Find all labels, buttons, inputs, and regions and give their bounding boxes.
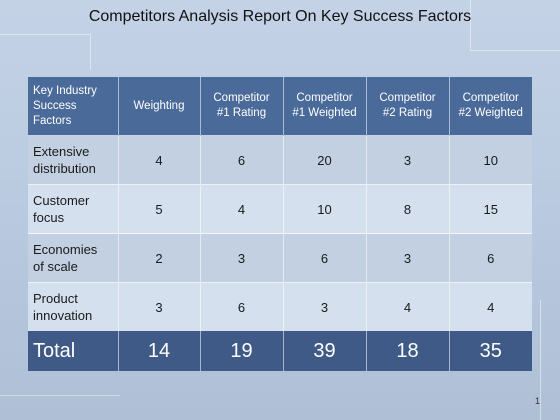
factor-cell: Economies of scale <box>28 233 119 283</box>
success-factors-table: Key Industry Success Factors Weighting C… <box>28 77 532 371</box>
c1-rating-cell: 6 <box>200 282 284 331</box>
table-row: Extensive distribution 4 6 20 3 10 <box>28 135 532 185</box>
factor-line: Extensive <box>33 144 90 159</box>
total-c1-rating: 19 <box>200 331 284 371</box>
decor-line <box>0 34 90 35</box>
decor-line <box>0 395 120 396</box>
total-c1-weighted: 39 <box>283 331 367 371</box>
header-line: #1 Rating <box>216 107 267 119</box>
total-row: Total 14 19 39 18 35 <box>28 331 532 371</box>
header-c2-rating: Competitor #2 Rating <box>366 77 450 136</box>
factor-cell: Product innovation <box>28 282 119 331</box>
c2-rating-cell: 3 <box>366 135 450 185</box>
c2-rating-cell: 8 <box>366 184 450 234</box>
total-c2-rating: 18 <box>366 331 450 371</box>
header-c1-rating: Competitor #1 Rating <box>200 77 284 136</box>
weighting-cell: 2 <box>118 233 201 283</box>
weighting-cell: 4 <box>118 135 201 185</box>
decor-line <box>540 300 541 420</box>
c1-rating-cell: 6 <box>200 135 284 185</box>
factor-cell: Extensive distribution <box>28 135 119 185</box>
decor-line <box>90 34 91 70</box>
header-line: Competitor <box>213 92 270 104</box>
header-c2-weighted: Competitor #2 Weighted <box>449 77 532 136</box>
table-row: Economies of scale 2 3 6 3 6 <box>28 233 532 283</box>
header-row: Key Industry Success Factors Weighting C… <box>28 77 532 136</box>
c2-weighted-cell: 6 <box>449 233 532 283</box>
header-line: #2 Rating <box>382 107 433 119</box>
factor-line: Economies <box>33 242 98 257</box>
header-c1-weighted: Competitor #1 Weighted <box>283 77 367 136</box>
factor-line: Product <box>33 291 78 306</box>
c1-rating-cell: 4 <box>200 184 284 234</box>
factor-cell: Customer focus <box>28 184 119 234</box>
header-line: Key Industry <box>33 84 97 97</box>
c2-weighted-cell: 10 <box>449 135 532 185</box>
decor-line <box>470 50 560 51</box>
c2-weighted-cell: 4 <box>449 282 532 331</box>
header-line: Success <box>33 99 77 112</box>
header-line: Weighting <box>133 99 185 112</box>
header-key-factors: Key Industry Success Factors <box>28 77 119 136</box>
header-line: Factors <box>33 114 72 127</box>
table-row: Customer focus 5 4 10 8 15 <box>28 184 532 234</box>
page-number: 1 <box>534 396 540 406</box>
c2-rating-cell: 4 <box>366 282 450 331</box>
header-line: Competitor <box>379 92 436 104</box>
weighting-cell: 3 <box>118 282 201 331</box>
slide-title: Competitors Analysis Report On Key Succe… <box>88 8 472 25</box>
factor-line: focus <box>33 210 65 225</box>
c1-rating-cell: 3 <box>200 233 284 283</box>
c1-weighted-cell: 6 <box>283 233 367 283</box>
total-weighting: 14 <box>118 331 201 371</box>
factor-line: Customer <box>33 193 90 208</box>
table-row: Product innovation 3 6 3 4 4 <box>28 282 532 331</box>
total-label: Total <box>28 331 119 371</box>
factor-line: distribution <box>33 161 96 176</box>
header-line: #2 Weighted <box>458 107 523 119</box>
header-line: Competitor <box>462 92 519 104</box>
total-c2-weighted: 35 <box>449 331 532 371</box>
factor-line: innovation <box>33 308 93 323</box>
header-weighting: Weighting <box>118 77 201 136</box>
c1-weighted-cell: 10 <box>283 184 367 234</box>
weighting-cell: 5 <box>118 184 201 234</box>
c2-rating-cell: 3 <box>366 233 450 283</box>
c1-weighted-cell: 20 <box>283 135 367 185</box>
header-line: #1 Weighted <box>292 107 357 119</box>
header-line: Competitor <box>296 92 353 104</box>
factor-line: of scale <box>33 259 78 274</box>
c2-weighted-cell: 15 <box>449 184 532 234</box>
decor-line <box>470 0 471 50</box>
c1-weighted-cell: 3 <box>283 282 367 331</box>
